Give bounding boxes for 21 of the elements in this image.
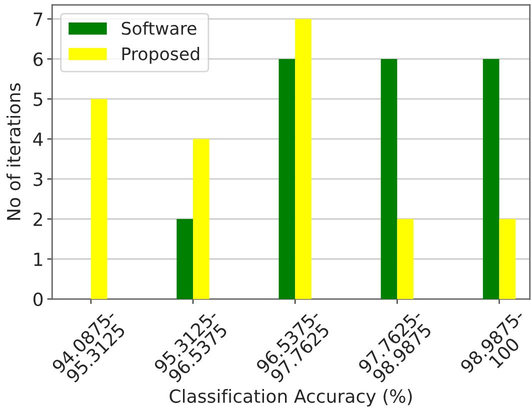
bar [499,218,516,300]
bar [482,58,500,300]
bar [176,218,194,300]
bar [397,218,414,300]
y-tick-label: 2 [34,212,42,226]
legend-label: Software [122,21,196,35]
bar [278,58,296,300]
y-tick-label: 0 [34,292,43,306]
y-tick-label: 5 [34,92,42,106]
legend-label: Proposed [122,46,200,64]
y-tick-label: 7 [34,12,42,26]
bar [90,98,108,300]
bar [295,18,312,300]
y-tick-label: 3 [34,172,42,186]
y-tick-label: 1 [34,252,42,266]
x-axis-title: Classification Accuracy (%) [170,388,412,406]
y-tick-label: 6 [34,52,43,66]
y-axis-title: No of iterations [6,83,20,220]
bar [380,58,398,300]
y-tick-label: 4 [33,132,43,146]
bar [193,138,210,300]
